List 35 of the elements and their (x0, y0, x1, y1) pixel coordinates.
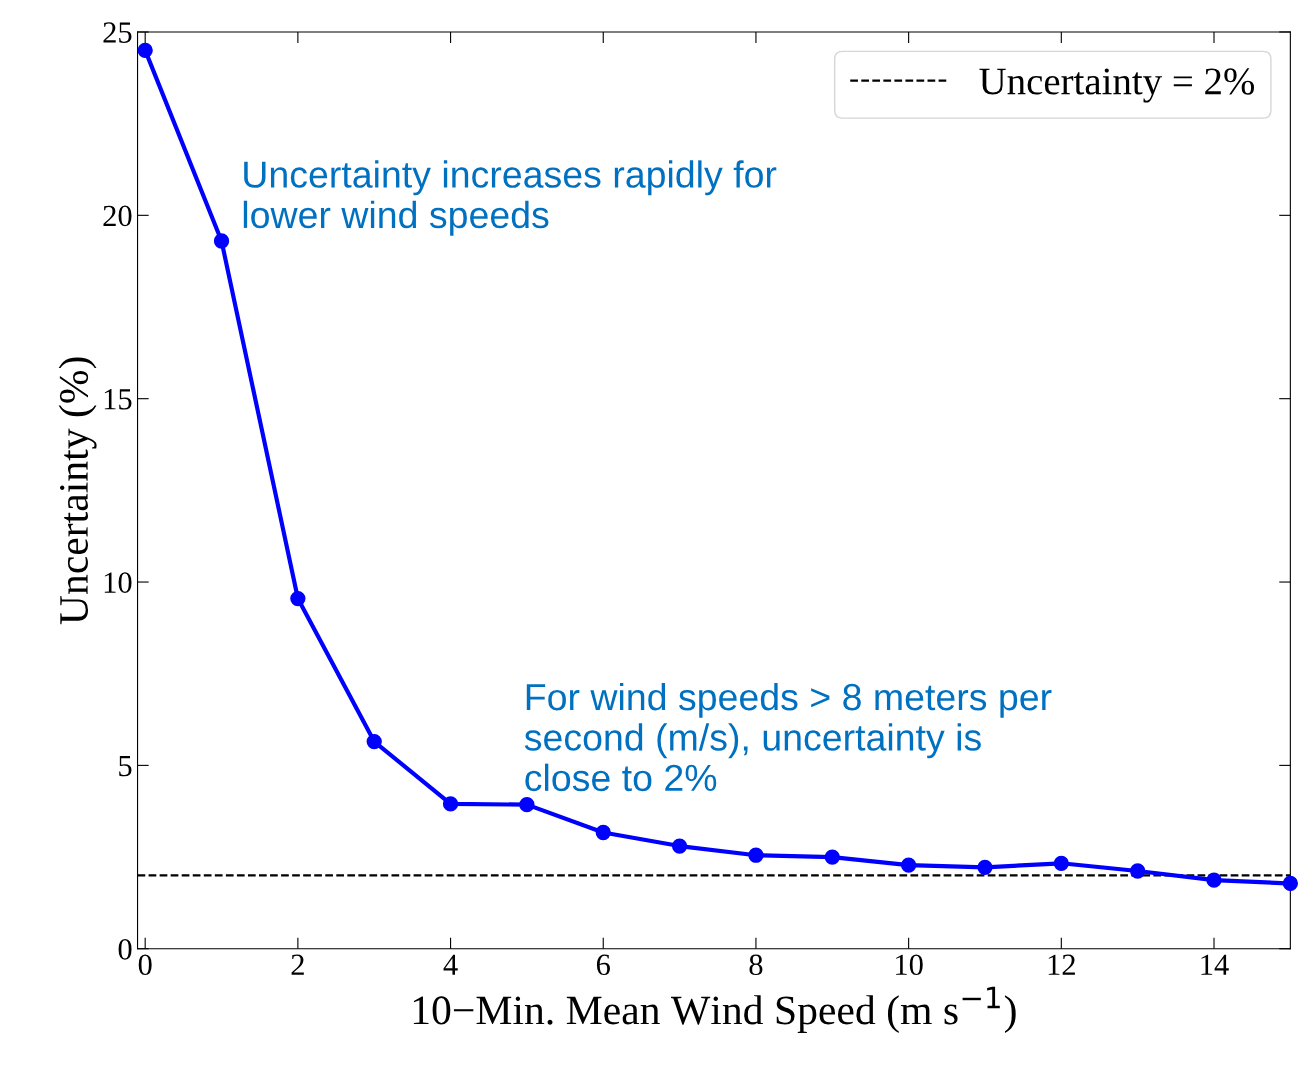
y-tick-label: 10 (104, 572, 132, 593)
point (977, 859, 993, 875)
x-tick-label: 4 (443, 954, 458, 975)
point (290, 590, 306, 607)
point (671, 838, 688, 854)
x-tick-label: 2 (291, 954, 304, 975)
x-tick-label: 12 (1048, 954, 1075, 975)
legend-label: Uncertainty = 2% (979, 68, 1255, 103)
x-tick-label: 6 (596, 954, 610, 976)
x-tick-label: 10 (896, 954, 923, 976)
point (137, 42, 153, 58)
point (442, 796, 459, 812)
point (1282, 875, 1298, 892)
x-tick-label: 14 (1201, 954, 1229, 975)
y-tick-label: 15 (104, 389, 132, 410)
point (748, 847, 764, 863)
point (824, 849, 840, 865)
annotation: Uncertainty increases rapidly for lower wind speeds (243, 160, 777, 236)
point (1130, 863, 1146, 879)
y-tick-label: 5 (119, 755, 132, 777)
annotation: For wind speeds > 8 meters per second (m/s), uncertainty is close to 2% (524, 682, 1052, 792)
point (900, 857, 917, 873)
x-tick-label: 8 (749, 954, 763, 976)
point (366, 733, 382, 750)
y-tick-label: 25 (103, 22, 132, 43)
x-tick-label: 0 (138, 954, 152, 976)
point (1206, 872, 1222, 888)
point (519, 796, 535, 813)
point (213, 233, 230, 249)
point (1053, 855, 1069, 871)
x-axis-title: 10−Min. Mean Wind Speed (m s$^{−1}$) (413, 986, 1016, 1033)
y-axis-title: Uncertainty (%) (58, 357, 97, 625)
y-tick-label: 20 (103, 205, 132, 227)
point (595, 824, 611, 841)
y-tick-label: 0 (118, 939, 132, 960)
